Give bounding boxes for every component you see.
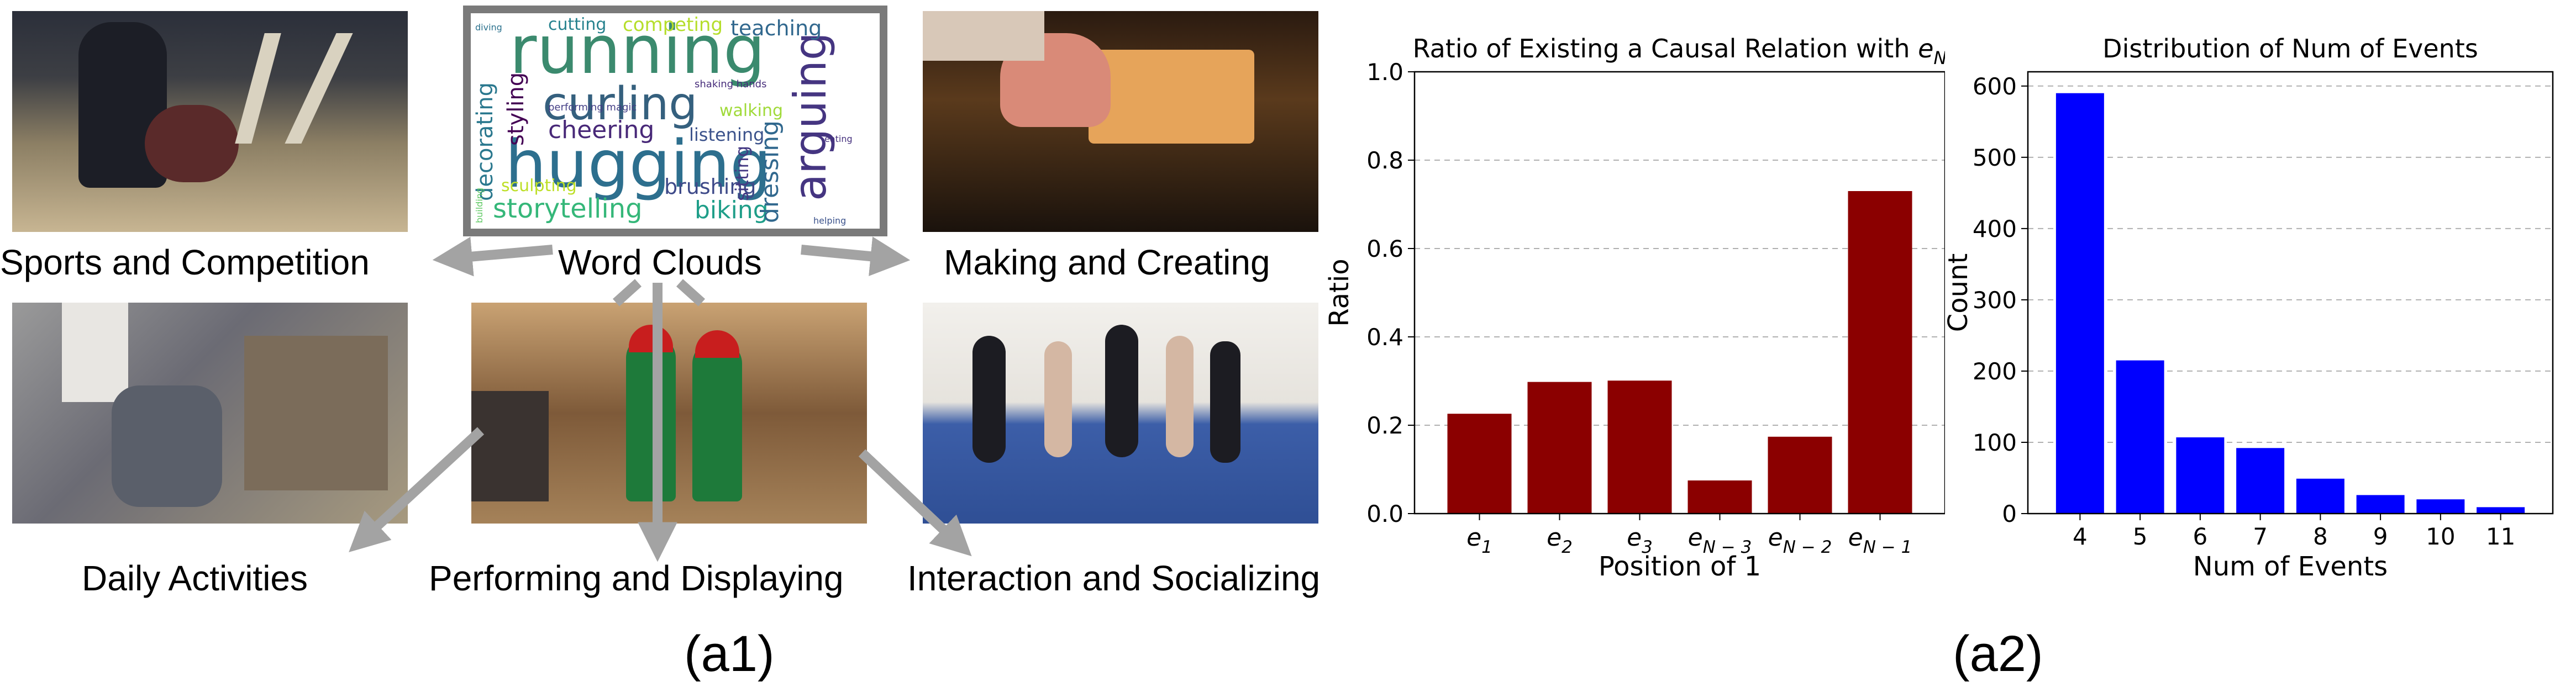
x-tick-label: e2 [1547, 524, 1573, 557]
x-tick-label: 11 [2486, 523, 2515, 550]
word-helping: helping [813, 215, 847, 226]
bar [2055, 93, 2104, 514]
word-walking: walking [719, 101, 784, 120]
word-cloud: running curling hugging arguing decorati… [463, 6, 887, 236]
y-tick-label: 1.0 [1366, 59, 1403, 86]
x-tick-label: 6 [2193, 523, 2208, 550]
x-tick-label: eN − 2 [1768, 524, 1832, 557]
word-eating: eating [824, 134, 853, 144]
word-sculpting: sculpting [501, 176, 577, 195]
x-tick-label: 8 [2313, 523, 2328, 550]
word-biking: biking [695, 196, 769, 224]
market-stall-photo [12, 303, 408, 524]
x-axis-label: Num of Events [2193, 551, 2388, 582]
x-tick-label: 5 [2133, 523, 2148, 550]
category-label-making: Making and Creating [944, 242, 1270, 282]
bar [2356, 495, 2405, 514]
chart-title: Ratio of Existing a Causal Relation with… [1413, 34, 1945, 68]
x-tick-label: eN − 3 [1688, 524, 1752, 557]
bar [1607, 381, 1672, 514]
arrow-to-making [801, 236, 911, 277]
y-tick-label: 100 [1973, 429, 2017, 456]
bar [1768, 436, 1832, 514]
y-tick-label: 0 [2002, 500, 2017, 527]
bar [1527, 382, 1592, 514]
word-diving: diving [475, 22, 502, 33]
costumed-performers-photo [471, 303, 867, 524]
bar [2416, 499, 2465, 514]
bar [2296, 478, 2344, 514]
y-tick-label: 200 [1973, 358, 2017, 385]
y-tick-label: 400 [1973, 215, 2017, 242]
x-tick-label: 9 [2373, 523, 2388, 550]
arrow-to-interaction [858, 449, 972, 557]
causal-ratio-chart: Ratio of Existing a Causal Relation with… [1324, 34, 1945, 582]
y-axis-label: Ratio [1324, 258, 1355, 326]
plot-frame [2027, 71, 2554, 515]
category-label-performing: Performing and Displaying [429, 558, 844, 598]
bar [2477, 507, 2525, 514]
arrow-stub-right [676, 279, 706, 306]
bar [1848, 191, 1912, 514]
x-tick-label: 4 [2073, 523, 2088, 550]
arrow-stub-left [612, 279, 642, 306]
category-label-sports: Sports and Competition [0, 242, 370, 282]
y-tick-label: 500 [1973, 144, 2017, 171]
category-arrows [349, 236, 972, 562]
y-tick-label: 0.4 [1366, 324, 1403, 351]
x-tick-label: 10 [2426, 523, 2455, 550]
category-label-interaction: Interaction and Socializing [907, 558, 1321, 598]
arrow-to-sports [432, 236, 553, 277]
word-teaching: teaching [730, 16, 822, 40]
word-performing-magic: performing magic [548, 102, 637, 113]
plot-frame [1413, 71, 1945, 515]
word-listening: listening [689, 124, 765, 145]
word-shaking-hands: shaking hands [695, 78, 767, 90]
bar [1447, 414, 1512, 514]
y-tick-label: 600 [1973, 73, 2017, 100]
y-tick-label: 0.6 [1366, 235, 1403, 262]
oven-baking-photo [923, 11, 1318, 232]
word-curling: curling [543, 78, 698, 130]
panel-a1-label: (a1) [684, 626, 775, 682]
y-tick-label: 0.2 [1366, 412, 1403, 439]
cheerleading-photo [923, 303, 1318, 524]
y-tick-label: 0.8 [1366, 147, 1403, 174]
num-events-chart: Distribution of Num of Events 0 100 200 300 4… [1943, 34, 2554, 582]
word-hugging: hugging [505, 126, 771, 202]
word-brushing: brushing [664, 175, 756, 199]
word-clouds-label: Word Clouds [558, 242, 762, 282]
x-tick-label: eN − 1 [1848, 524, 1912, 557]
bar [2116, 360, 2164, 514]
bar [2176, 437, 2225, 514]
arrow-to-daily [349, 427, 485, 552]
x-tick-label: e1 [1466, 524, 1492, 557]
x-tick-label: e3 [1627, 524, 1653, 557]
panel-a2-label: (a2) [1953, 626, 2043, 682]
y-tick-label: 300 [1973, 287, 2017, 314]
word-competing: competing [623, 14, 723, 36]
word-running: running [509, 12, 766, 89]
bar [1687, 480, 1752, 514]
word-cheering: cheering [548, 116, 655, 144]
bowling-photo [12, 11, 408, 232]
word-cutting: cutting [548, 15, 607, 34]
x-tick-label: 7 [2253, 523, 2268, 550]
category-label-daily: Daily Activities [82, 558, 308, 598]
x-axis-label: Position of 1 [1599, 551, 1761, 582]
bar [2236, 448, 2285, 514]
word-storytelling: storytelling [493, 193, 643, 224]
y-axis-label: Count [1943, 253, 1974, 332]
chart-title: Distribution of Num of Events [2102, 34, 2478, 64]
y-tick-label: 0.0 [1366, 500, 1403, 527]
